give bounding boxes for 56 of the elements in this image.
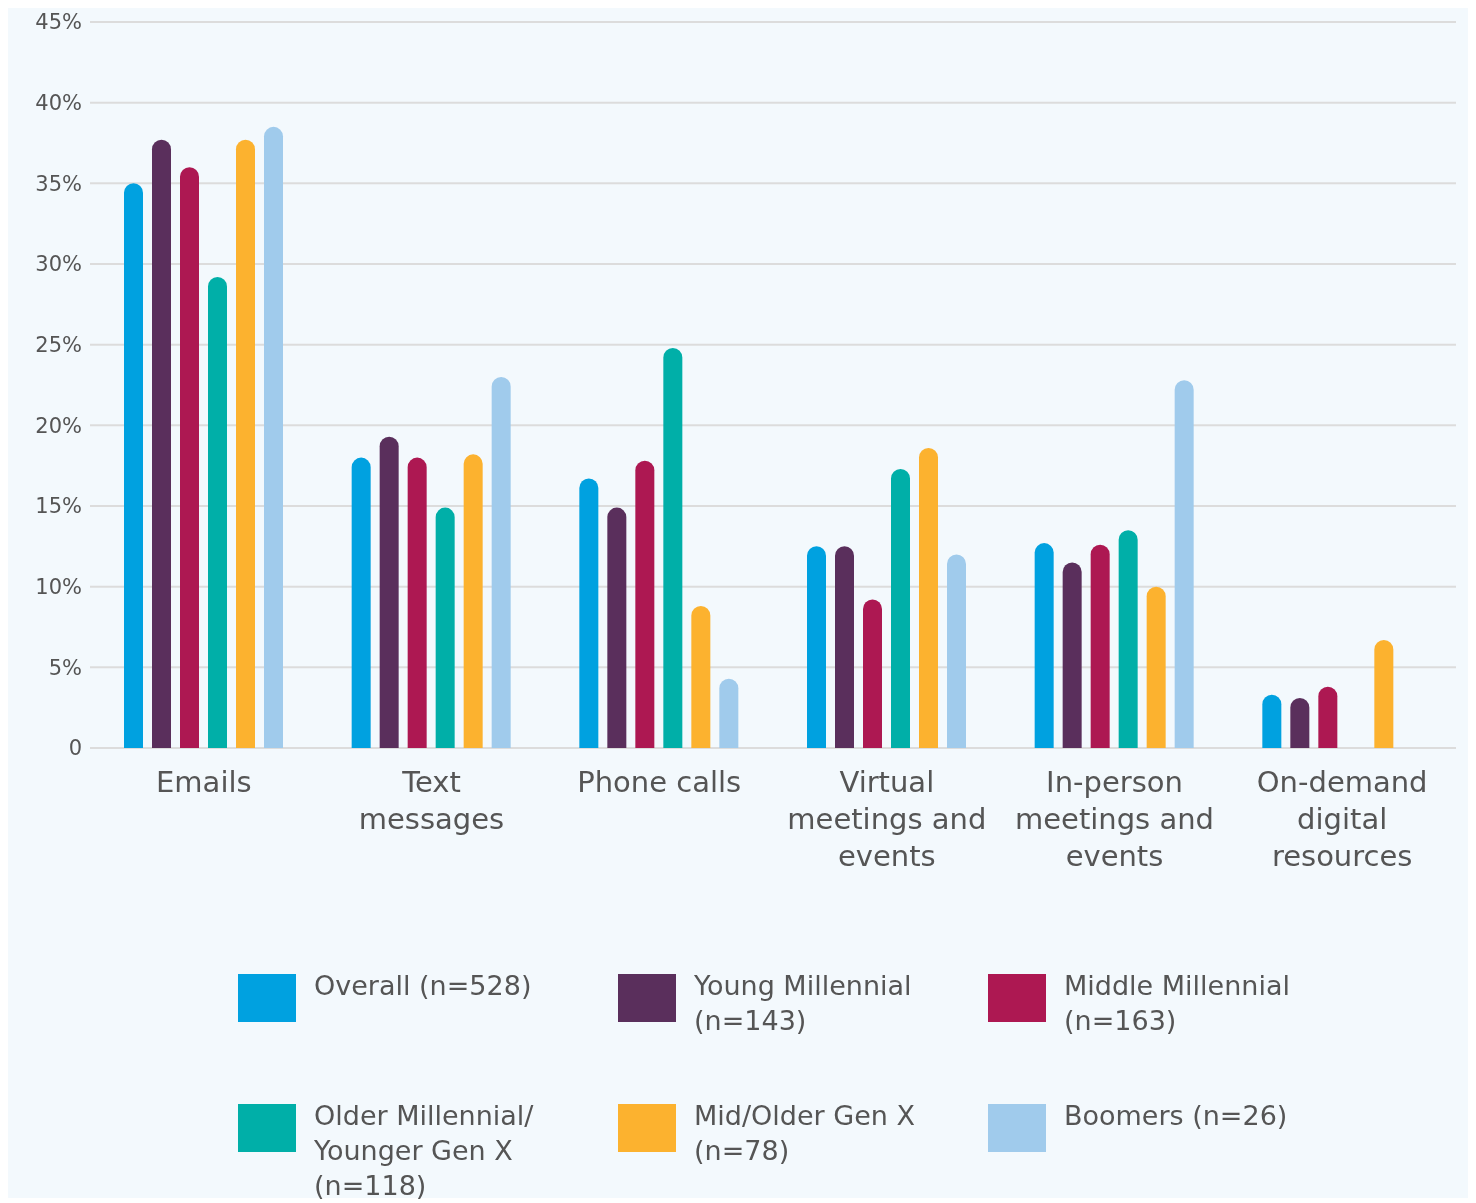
bar [1118, 530, 1138, 748]
y-tick-label: 0 [68, 736, 82, 761]
bar [919, 447, 938, 748]
y-tick-label: 15% [35, 494, 82, 519]
bar [635, 460, 655, 748]
bar [1290, 697, 1310, 748]
legend-label: Young Millennial (n=143) [694, 969, 913, 1038]
x-tick-label: In-person meetings and events [1014, 765, 1215, 873]
y-tick-label: 40% [35, 91, 82, 116]
bar [208, 276, 227, 748]
bar [1062, 562, 1082, 748]
x-tick-label: Virtual meetings and events [787, 765, 987, 873]
bar [663, 347, 683, 748]
bar [719, 678, 739, 748]
bar [463, 454, 483, 748]
bar [407, 457, 427, 748]
bar [1146, 586, 1166, 748]
bar [607, 507, 627, 748]
y-tick-label: 25% [35, 333, 82, 358]
y-tick-label: 5% [48, 655, 82, 680]
y-tick-label: 10% [35, 575, 82, 600]
bar [947, 554, 966, 748]
y-tick-label: 20% [35, 413, 82, 438]
y-tick-label: 35% [35, 171, 82, 196]
legend-label: Overall (n=528) [314, 969, 533, 1003]
bar [807, 546, 826, 748]
bar [435, 507, 455, 748]
legend-label: Older Millennial/ Younger Gen X (n=118) [314, 1099, 535, 1203]
bar [236, 139, 255, 748]
legend-label: Middle Millennial (n=163) [1064, 969, 1291, 1038]
legend-label: Boomers (n=26) [1064, 1099, 1289, 1133]
bar [1174, 380, 1194, 748]
bar [1374, 639, 1394, 748]
bar [491, 376, 511, 748]
x-tick-label: Emails [156, 765, 252, 799]
bar [1318, 686, 1338, 748]
bar [152, 139, 171, 748]
y-tick-label: 30% [35, 252, 82, 277]
legend-label: Mid/Older Gen X (n=78) [694, 1099, 916, 1168]
x-tick-label: Text messages [358, 765, 505, 836]
bar [691, 606, 711, 748]
bar [1034, 543, 1054, 748]
bar [891, 468, 910, 748]
x-tick-label: Phone calls [577, 765, 742, 799]
y-tick-label: 45% [35, 10, 82, 35]
bar [264, 126, 283, 748]
bar [379, 436, 399, 748]
bar [351, 457, 371, 748]
bar [1090, 544, 1110, 748]
bar [1262, 694, 1282, 748]
x-tick-label: On-demand digital resources [1256, 765, 1428, 873]
bar [180, 167, 199, 748]
bar [124, 183, 143, 748]
bar [835, 546, 854, 748]
bar [863, 599, 882, 748]
bar [579, 478, 599, 748]
